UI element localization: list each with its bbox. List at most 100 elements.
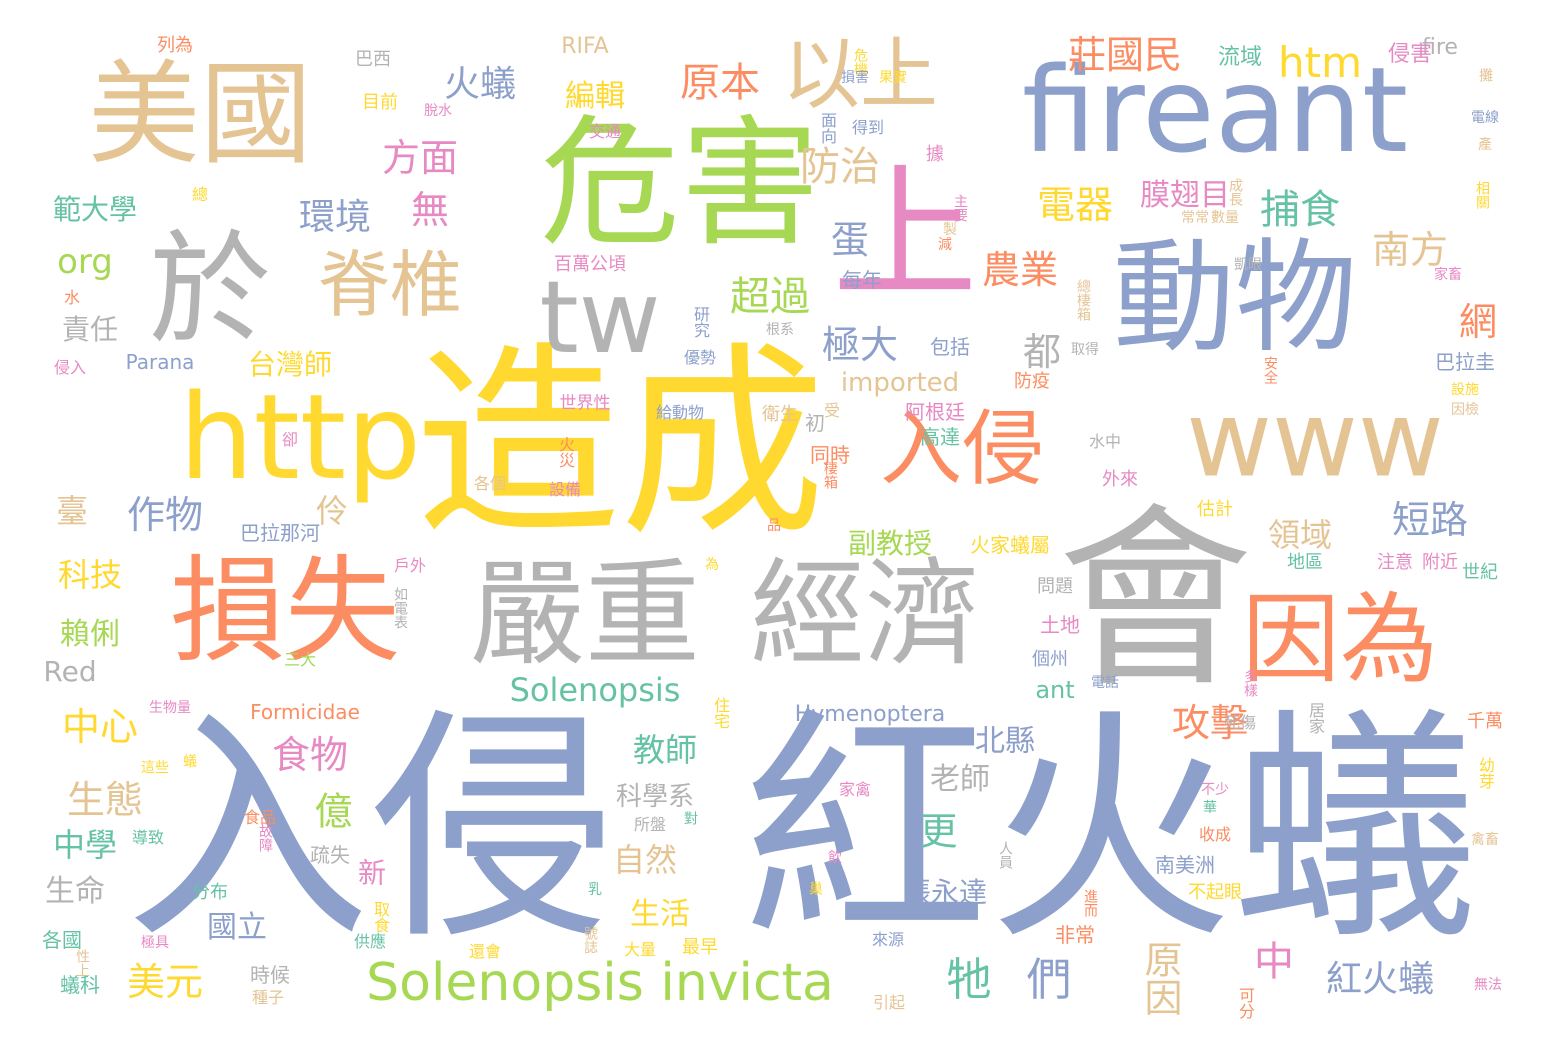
cloud-word: 這些 [141, 760, 169, 776]
cloud-word: 台灣師 [247, 348, 333, 381]
cloud-word: 超過 [730, 274, 810, 320]
cloud-word: 幼芽 [1476, 757, 1495, 789]
cloud-word: Hymenoptera [794, 702, 946, 727]
cloud-word: 受 [821, 402, 840, 418]
cloud-word: 因為 [1241, 583, 1439, 697]
cloud-word: 危害 [539, 103, 821, 266]
cloud-word: 注意 [1377, 552, 1413, 573]
cloud-word: http [178, 368, 422, 506]
cloud-word: 所盤 [633, 815, 667, 834]
cloud-word: 最早 [682, 937, 718, 958]
cloud-word: 取食 [371, 901, 390, 933]
cloud-word: 大量 [623, 940, 657, 959]
cloud-word: 同時 [810, 443, 850, 467]
cloud-word: 據 [926, 144, 944, 165]
cloud-word: 問題 [1037, 576, 1073, 597]
cloud-word: 卻 [281, 430, 299, 449]
cloud-word: 編輯 [565, 79, 625, 114]
cloud-word: org [57, 242, 113, 282]
cloud-word: 研究 [691, 306, 710, 338]
cloud-word: Red [43, 655, 97, 688]
cloud-word: 侵害 [1387, 42, 1433, 67]
cloud-word: 設備 [548, 480, 582, 499]
cloud-word: 嚴重 [469, 547, 701, 682]
cloud-word: 如電表 [392, 587, 408, 629]
cloud-word: 供應 [353, 932, 387, 951]
cloud-word: 國立 [207, 910, 267, 945]
cloud-word: 原因 [1138, 940, 1182, 1016]
cloud-word: 北縣 [975, 724, 1035, 759]
cloud-word: 設施 [1451, 382, 1479, 398]
cloud-word: 膜翅目 [1140, 178, 1230, 213]
cloud-word: 們 [1018, 955, 1072, 1001]
cloud-word: 生物量 [149, 700, 191, 716]
cloud-word: 對 [682, 811, 698, 825]
cloud-word: 極大 [821, 323, 899, 367]
cloud-word: 收成 [1198, 825, 1232, 844]
cloud-word: ant [1035, 676, 1075, 704]
cloud-word: 飲 [828, 850, 842, 866]
cloud-word: 不起眼 [1188, 882, 1242, 903]
cloud-word: 更 [913, 811, 957, 849]
cloud-word: 極具 [141, 935, 169, 951]
cloud-word: 攻擊 [1171, 701, 1249, 745]
cloud-word: 短路 [1391, 498, 1469, 542]
cloud-word: 種子 [251, 988, 285, 1007]
cloud-word: 減 [938, 237, 952, 253]
cloud-word: 副教授 [847, 527, 933, 560]
cloud-word: 紅火蟻 [742, 687, 1478, 973]
cloud-word: 電器 [1036, 183, 1114, 227]
cloud-word: 為 [705, 557, 719, 573]
cloud-word: 衛生 [762, 404, 798, 425]
cloud-word: 導致 [131, 828, 165, 847]
cloud-word: 防治 [800, 144, 880, 190]
cloud-word: 中學 [52, 826, 118, 864]
cloud-word: 老師 [930, 762, 990, 797]
cloud-word: 食品 [243, 808, 277, 827]
cloud-word: 總棲箱 [1075, 279, 1091, 321]
cloud-word: 住宅 [711, 697, 730, 729]
cloud-word: 科技 [57, 556, 123, 594]
cloud-word: 相關 [1474, 181, 1490, 209]
cloud-word: 成長 [1227, 178, 1243, 206]
cloud-word: 地區 [1287, 552, 1323, 573]
cloud-word: 可分 [1236, 987, 1255, 1019]
cloud-word: 範大學 [52, 193, 138, 226]
cloud-word: 禽畜 [1471, 832, 1499, 848]
cloud-word: 安全 [1262, 356, 1278, 384]
cloud-word: 防疫 [1014, 371, 1050, 392]
cloud-word: 蟻科 [60, 973, 100, 997]
cloud-word: 新 [354, 858, 387, 886]
cloud-word: 世紀 [1462, 562, 1498, 583]
cloud-word: 數量 [1211, 210, 1239, 226]
cloud-word: fireant [1021, 41, 1409, 179]
cloud-word: 凱眼 [1234, 257, 1262, 273]
cloud-word: 巢 [807, 881, 823, 895]
cloud-word: 於 [149, 219, 271, 361]
cloud-word: 責任 [61, 313, 119, 346]
cloud-word: 巴西 [355, 49, 391, 70]
cloud-word: Formicidae [250, 700, 360, 724]
cloud-word: 入侵 [879, 402, 1045, 497]
cloud-word: 目前 [362, 92, 398, 113]
cloud-word: 得到 [851, 118, 885, 137]
cloud-word: Solenopsis [509, 671, 681, 709]
cloud-word: 火蟻 [443, 64, 517, 105]
cloud-word: 方面 [381, 136, 459, 180]
cloud-word: 棲箱 [822, 461, 838, 489]
cloud-word: 初 [805, 411, 825, 435]
cloud-word: 蟻 [183, 754, 197, 770]
cloud-word: 侵入 [53, 358, 87, 377]
cloud-word: 世界性 [559, 393, 611, 414]
cloud-word: 捕食 [1260, 187, 1340, 233]
cloud-word: 攤 [1477, 68, 1493, 82]
cloud-word: 性上 [74, 949, 90, 977]
cloud-word: 網 [1458, 300, 1498, 344]
cloud-word: 經濟 [749, 547, 981, 682]
cloud-word: tw [539, 259, 661, 376]
cloud-word: 面向 [818, 112, 837, 144]
cloud-word: 時候 [250, 963, 290, 987]
cloud-word: 華 [1203, 800, 1217, 816]
cloud-word: 電話 [1091, 675, 1119, 691]
cloud-word: 中 [1247, 940, 1293, 980]
